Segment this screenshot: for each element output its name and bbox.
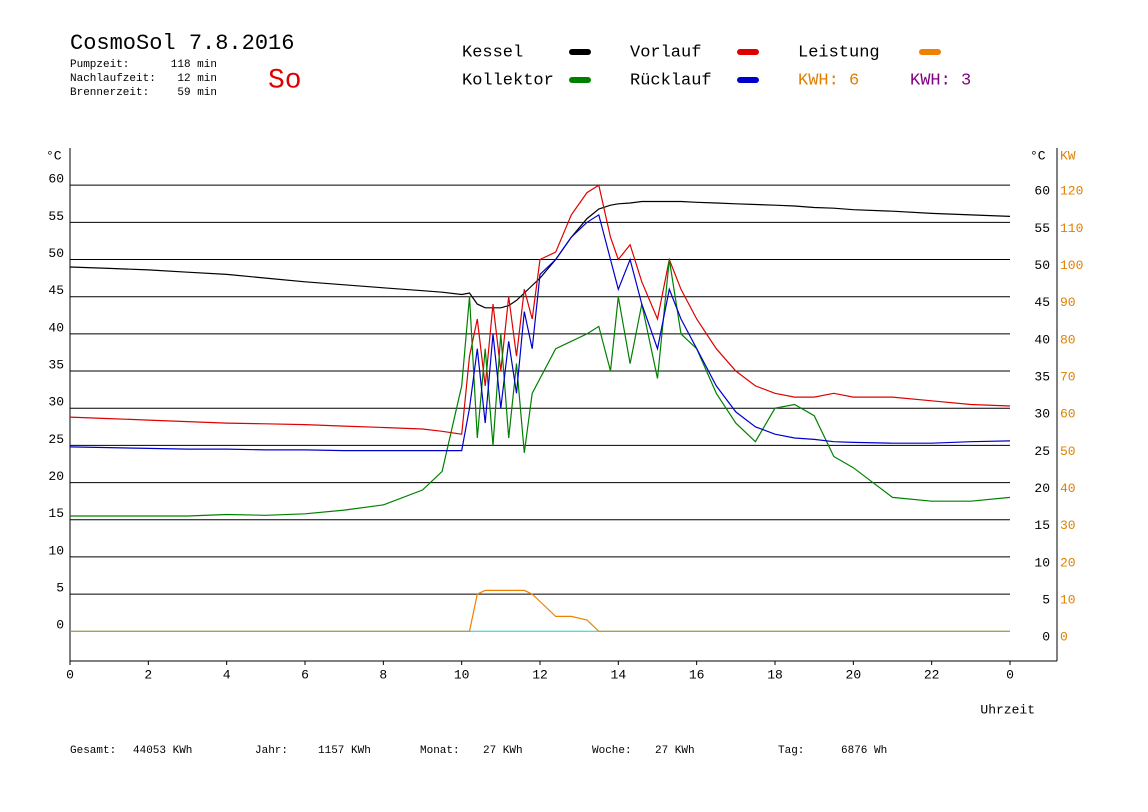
x-tick-label: 18 xyxy=(767,667,783,682)
footer-value: 27 KWh xyxy=(483,745,523,757)
y-tick-label: 35 xyxy=(48,357,64,372)
footer-label: Woche: xyxy=(592,745,632,757)
x-tick-label: 4 xyxy=(223,667,231,682)
x-tick-label: 0 xyxy=(1006,667,1014,682)
legend-label: Leistung xyxy=(798,43,880,62)
legend-label: Kessel xyxy=(462,43,523,62)
y2-tick-label: 60 xyxy=(1060,407,1076,422)
x-tick-label: 20 xyxy=(846,667,862,682)
y-tick-label: 20 xyxy=(48,469,64,484)
y2-tick-label: 90 xyxy=(1060,295,1076,310)
x-tick-label: 22 xyxy=(924,667,940,682)
plot: 0055101015152020252530303535404045455050… xyxy=(46,148,1083,717)
y-tick-label-right: 20 xyxy=(1034,481,1050,496)
y2-tick-label: 70 xyxy=(1060,369,1076,384)
kwh-label: KWH: 6 xyxy=(798,71,859,90)
y2-tick-label: 50 xyxy=(1060,444,1076,459)
y-tick-label: 25 xyxy=(48,432,64,447)
y2-tick-label: 80 xyxy=(1060,332,1076,347)
info-label: Brennerzeit: xyxy=(70,87,149,99)
y-tick-label: 50 xyxy=(48,246,64,261)
info-block: Pumpzeit: 118 min Nachlaufzeit: 12 min Brenn… xyxy=(70,59,217,99)
y2-tick-label: 110 xyxy=(1060,221,1083,236)
y-tick-label-right: 50 xyxy=(1034,258,1050,273)
info-label: Pumpzeit: xyxy=(70,59,129,71)
day-label: So xyxy=(268,65,302,96)
y-tick-label-right: 55 xyxy=(1034,221,1050,236)
chart-title: CosmoSol 7.8.2016 xyxy=(70,31,294,56)
series-line xyxy=(70,259,1011,517)
x-tick-label: 0 xyxy=(66,667,74,682)
info-value: 59 min xyxy=(177,87,217,99)
legend-label: Kollektor xyxy=(462,71,554,90)
footer-label: Monat: xyxy=(420,745,460,757)
legend-label: Rücklauf xyxy=(630,71,712,90)
footer-value: 1157 KWh xyxy=(318,745,371,757)
x-tick-label: 12 xyxy=(532,667,548,682)
y-axis-label: °C xyxy=(46,148,62,163)
y-tick-label: 30 xyxy=(48,395,64,410)
x-tick-label: 10 xyxy=(454,667,470,682)
x-tick-label: 14 xyxy=(611,667,627,682)
footer-value: 44053 KWh xyxy=(133,745,192,757)
x-axis-label: Uhrzeit xyxy=(980,702,1035,717)
y-tick-label-right: 15 xyxy=(1034,518,1050,533)
info-value: 12 min xyxy=(177,73,217,85)
y2-tick-label: 30 xyxy=(1060,518,1076,533)
y2-tick-label: 40 xyxy=(1060,481,1076,496)
series-line xyxy=(69,213,1011,452)
y2-tick-label: 10 xyxy=(1060,593,1076,608)
series-line xyxy=(69,184,1011,435)
y-tick-label: 40 xyxy=(48,320,64,335)
y-tick-label: 45 xyxy=(48,283,64,298)
y-tick-label-right: 45 xyxy=(1034,295,1050,310)
y-tick-label-right: 40 xyxy=(1034,332,1050,347)
y-tick-label-right: 5 xyxy=(1042,593,1050,608)
footer-label: Gesamt: xyxy=(70,745,116,757)
x-tick-label: 2 xyxy=(144,667,152,682)
y-tick-label: 60 xyxy=(48,172,64,187)
y-tick-label: 5 xyxy=(56,581,64,596)
y-tick-label-right: 35 xyxy=(1034,369,1050,384)
y2-tick-label: 0 xyxy=(1060,630,1068,645)
x-tick-label: 8 xyxy=(379,667,387,682)
y2-axis-label-c: °C xyxy=(1030,148,1046,163)
legend: Kessel Vorlauf Leistung Kollektor Rücklauf KW… xyxy=(462,43,971,90)
footer-value: 6876 Wh xyxy=(841,745,887,757)
info-value: 118 min xyxy=(171,59,217,71)
y-tick-label: 15 xyxy=(48,506,64,521)
y2-tick-label: 20 xyxy=(1060,555,1076,570)
y2-axis-label: KW xyxy=(1060,148,1076,163)
y2-tick-label: 100 xyxy=(1060,258,1083,273)
y-tick-label-right: 25 xyxy=(1034,444,1050,459)
y-tick-label-right: 30 xyxy=(1034,407,1050,422)
series-line xyxy=(70,589,1010,632)
footer: Gesamt: 44053 KWh Jahr: 1157 KWh Monat: 27 KW… xyxy=(70,745,887,757)
y-tick-label-right: 60 xyxy=(1034,184,1050,199)
y2-tick-label: 120 xyxy=(1060,184,1083,199)
kwh-label: KWH: 3 xyxy=(910,71,971,90)
y-tick-label: 55 xyxy=(48,209,64,224)
info-label: Nachlaufzeit: xyxy=(70,73,156,85)
footer-label: Tag: xyxy=(778,745,804,757)
y-tick-label: 0 xyxy=(56,618,64,633)
footer-label: Jahr: xyxy=(255,745,288,757)
footer-value: 27 KWh xyxy=(655,745,695,757)
y-tick-label: 10 xyxy=(48,543,64,558)
x-tick-label: 6 xyxy=(301,667,309,682)
legend-label: Vorlauf xyxy=(630,43,701,62)
x-tick-label: 16 xyxy=(689,667,705,682)
y-tick-label-right: 0 xyxy=(1042,630,1050,645)
y-tick-label-right: 10 xyxy=(1034,555,1050,570)
